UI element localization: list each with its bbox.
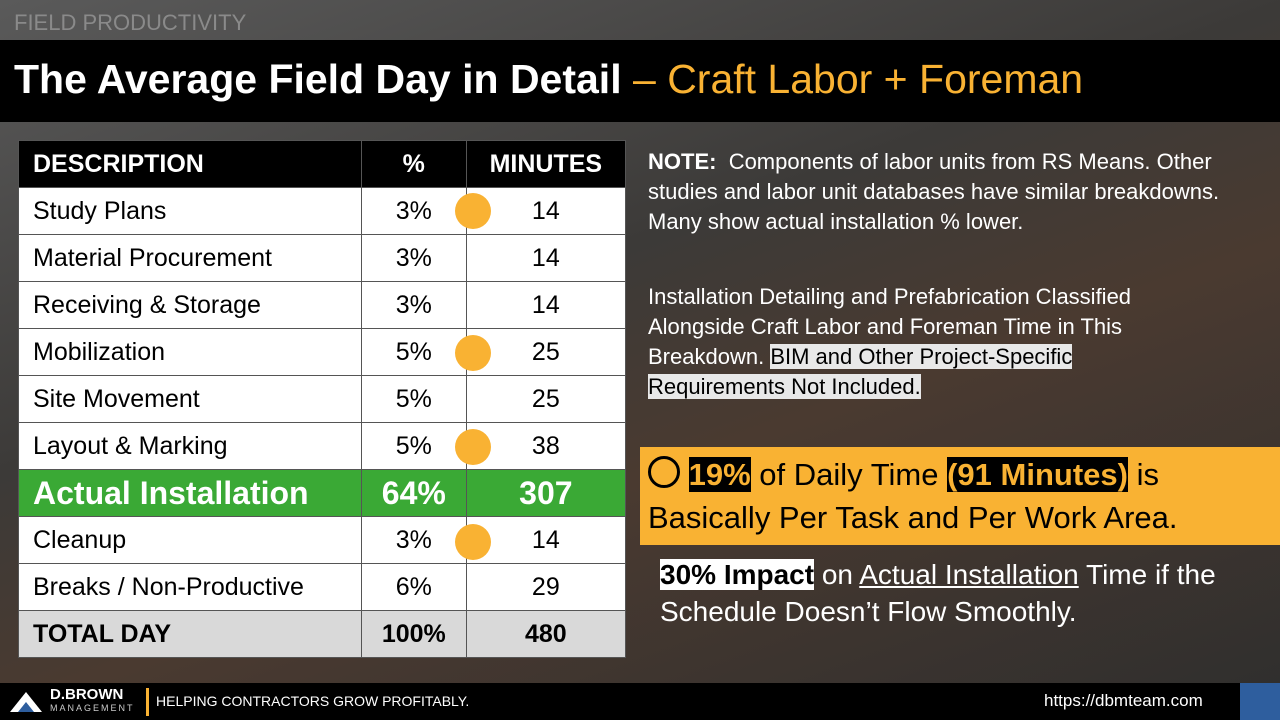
callout-text2: is Basically Per Task and Per Work Area. — [648, 457, 1178, 535]
table-row: Layout & Marking 5% 38 — [18, 422, 627, 470]
description-cell: Material Procurement — [18, 234, 362, 282]
percent-cell: 5% — [360, 328, 467, 376]
impact-text1: on — [821, 559, 854, 590]
description-cell: Mobilization — [18, 328, 362, 376]
description-cell: Cleanup — [18, 516, 362, 564]
minutes-cell: 307 — [465, 469, 627, 517]
title-bar — [0, 40, 1280, 122]
percent-cell: 100% — [360, 610, 467, 658]
day-table: DESCRIPTION% MINUTES Study Plans 3% 14 Mater… — [18, 140, 627, 658]
impact-text2: Time if the Schedule Doesn’t Flow Smooth… — [660, 559, 1216, 627]
divider — [146, 688, 149, 716]
header-row: DESCRIPTION% MINUTES — [18, 140, 627, 188]
callout-icon — [648, 456, 680, 488]
percent-cell: 64% — [360, 469, 467, 517]
percent-cell: 3% — [360, 234, 467, 282]
footer-accent — [1240, 683, 1280, 720]
minutes-cell: 14 — [465, 187, 627, 235]
percent-cell: 6% — [360, 563, 467, 611]
url: https://dbmteam.com — [1044, 691, 1203, 710]
percent-cell: 3% — [360, 516, 467, 564]
impact-text: 30% Impact on Actual Installation Time i… — [660, 556, 1260, 630]
callout-text1: of Daily Time — [759, 457, 939, 492]
column-header: % — [360, 140, 467, 188]
section-label: FIELD PRODUCTIVITY — [14, 10, 247, 35]
minutes-cell: 14 — [465, 281, 627, 329]
description-cell: Study Plans — [18, 187, 362, 235]
description-cell: Actual Installation — [18, 469, 362, 517]
percent-cell: 5% — [360, 422, 467, 470]
column-header: MINUTES — [465, 140, 627, 188]
description-cell: Site Movement — [18, 375, 362, 423]
table-row: Material Procurement 3% 14 — [18, 234, 627, 282]
marker-dot — [455, 429, 491, 465]
brand-sub: MANAGEMENT — [50, 703, 135, 713]
table-row: Site Movement 5% 25 — [18, 375, 627, 423]
minutes-cell: 25 — [465, 375, 627, 423]
description-cell: Layout & Marking — [18, 422, 362, 470]
description-cell: Breaks / Non-Productive — [18, 563, 362, 611]
note-text: Components of labor units from RS Means.… — [648, 149, 1220, 234]
table-row: Study Plans 3% 14 — [18, 187, 627, 235]
title-main: The Average Field Day in Detail — [14, 56, 622, 102]
impact-underline: Actual Installation — [859, 559, 1079, 590]
total-row: TOTAL DAY 100% 480 — [18, 610, 627, 658]
table-row: Cleanup 3% 14 — [18, 516, 627, 564]
percent-cell: 3% — [360, 187, 467, 235]
minutes-cell: 38 — [465, 422, 627, 470]
column-header: DESCRIPTION — [18, 140, 362, 188]
note-paragraph: Installation Detailing and Prefabricatio… — [648, 282, 1208, 402]
marker-dot — [455, 193, 491, 229]
paragraph-text: Installation Detailing and Prefabricatio… — [648, 284, 1132, 369]
percent-cell: 5% — [360, 375, 467, 423]
table-row: Mobilization 5% 25 — [18, 328, 627, 376]
table-row: Breaks / Non-Productive 6% 29 — [18, 563, 627, 611]
note-label: NOTE: — [648, 149, 717, 174]
marker-dot — [455, 335, 491, 371]
callout-text: 19% of Daily Time (91 Minutes) is Basica… — [648, 453, 1273, 539]
description-cell: TOTAL DAY — [18, 610, 362, 658]
marker-dot — [455, 524, 491, 560]
title: The Average Field Day in Detail – Craft … — [14, 56, 1083, 103]
title-sub: – Craft Labor + Foreman — [633, 56, 1084, 102]
table-row: Actual Installation 64% 307 — [18, 469, 627, 517]
brand: D.BROWN — [50, 686, 124, 703]
percent-cell: 3% — [360, 281, 467, 329]
table-row: Receiving & Storage 3% 14 — [18, 281, 627, 329]
minutes-cell: 480 — [465, 610, 627, 658]
impact-bold: 30% Impact — [660, 559, 815, 590]
minutes-cell: 25 — [465, 328, 627, 376]
logo-icon — [10, 692, 42, 712]
minutes-cell: 14 — [465, 234, 627, 282]
footer — [0, 683, 1280, 720]
callout-minutes: (91 Minutes) — [947, 457, 1128, 492]
description-cell: Receiving & Storage — [18, 281, 362, 329]
minutes-cell: 29 — [465, 563, 627, 611]
note: NOTE: Components of labor units from RS … — [648, 147, 1238, 237]
callout-percent: 19% — [688, 457, 751, 492]
tagline: HELPING CONTRACTORS GROW PROFITABLY. — [156, 693, 470, 709]
